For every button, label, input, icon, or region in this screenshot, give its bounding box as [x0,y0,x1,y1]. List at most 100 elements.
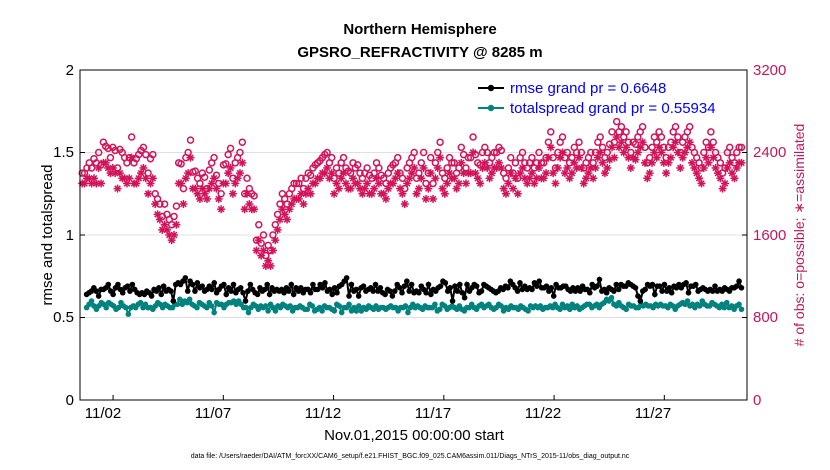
obs-assimilated-point [454,179,463,188]
rmse-point [372,281,379,288]
obs-assimilated-point [610,153,619,162]
rmse-point [221,281,227,288]
rmse-point [454,288,461,294]
spread-point [287,303,293,309]
obs-assimilated-point [419,163,428,172]
obs-possible-point [596,133,604,141]
obs-assimilated-point [645,169,654,178]
obs-possible-point [224,150,232,159]
obs-assimilated-point [429,194,438,203]
rmse-point [110,291,116,298]
obs-possible-point [142,150,150,159]
y-tick-label: 2 [66,62,74,79]
obs-assimilated-point [259,246,268,255]
rmse-point [637,298,644,304]
obs-assimilated-point [240,205,249,214]
legend-marker-rmse [487,84,495,92]
obs-possible-point [436,138,444,146]
rmse-point [543,283,550,289]
obs-possible-point [737,143,746,152]
obs-assimilated-point [603,163,612,172]
rmse-point [659,288,665,294]
rmse-point [425,281,432,288]
rmse-point [692,281,699,288]
obs-possible-point [575,138,583,146]
rmse-point [456,281,463,288]
rmse-point [603,289,610,296]
obs-possible-point [426,153,435,162]
obs-possible-point [87,164,96,172]
rmse-point [266,291,273,298]
obs-assimilated-point [676,163,685,172]
obs-possible-point [160,200,169,208]
spread-point [115,304,122,311]
rmse-point [124,283,131,289]
rmse-point [95,293,102,299]
obs-possible-point [177,160,185,168]
rmse-point [298,285,304,291]
rmse-point [406,288,413,294]
obs-assimilated-point [518,163,527,172]
rmse-point [408,281,415,288]
rmse-point [447,285,453,291]
obs-assimilated-point [141,174,150,183]
obs-possible-point [186,136,195,144]
rmse-point [473,283,480,289]
legend: rmse grand pr = 0.6648 totalspread grand… [478,80,716,117]
legend-marker-spread [487,104,495,112]
rmse-point [656,283,663,289]
obs-assimilated-point [426,169,435,178]
obs-possible-point [106,153,115,162]
obs-assimilated-point [483,163,492,172]
spread-point [696,303,703,309]
obs-assimilated-point [450,174,459,183]
obs-assimilated-point [214,194,223,203]
obs-assimilated-point [730,174,739,183]
x-tick-label: 11/17 [415,405,451,422]
obs-assimilated-point [358,189,367,198]
obs-assimilated-point [243,189,252,198]
rmse-point [428,291,434,298]
obs-possible-point [638,122,647,131]
y-right-tick-label: 1600 [753,227,786,244]
rmse-point [247,281,254,288]
spread-point [432,301,438,308]
spread-point [88,298,95,304]
obs-assimilated-point [177,179,186,188]
obs-assimilated-point [553,163,562,172]
obs-assimilated-point [617,138,626,147]
obs-assimilated-point [228,189,237,198]
x-tick-label: 11/07 [195,405,231,422]
rmse-point [382,291,388,298]
obs-possible-point [210,153,218,162]
x-axis: 11/02 11/07 11/12 11/17 11/22 11/27 [85,405,671,422]
rmse-point [649,281,656,288]
obs-assimilated-point [662,169,671,178]
obs-assimilated-point [511,174,520,183]
spread-point [177,296,183,303]
rmse-point [452,283,458,289]
obs-assimilated-point [186,153,195,162]
rmse-point [160,283,167,289]
rmse-point [286,288,292,294]
obs-assimilated-point [323,163,332,172]
spread-point [272,308,279,314]
rmse-point [377,285,384,291]
rmse-point [529,286,535,293]
rmse-point [168,288,174,294]
obs-possible-point [363,164,371,172]
obs-assimilated-point [179,200,188,209]
obs-possible-point [518,148,527,157]
obs-possible-point [464,153,473,162]
obs-assimilated-point [431,174,440,183]
obs-possible-point [94,148,103,157]
rmse-point [182,275,189,281]
rmse-point [391,288,398,294]
obs-assimilated-point [235,169,244,178]
rmse-point [307,289,314,296]
spread-point [405,309,411,316]
spread-point [262,303,269,309]
obs-assimilated-point [381,194,390,203]
spread-point [437,306,443,313]
rmse-point [127,288,133,294]
